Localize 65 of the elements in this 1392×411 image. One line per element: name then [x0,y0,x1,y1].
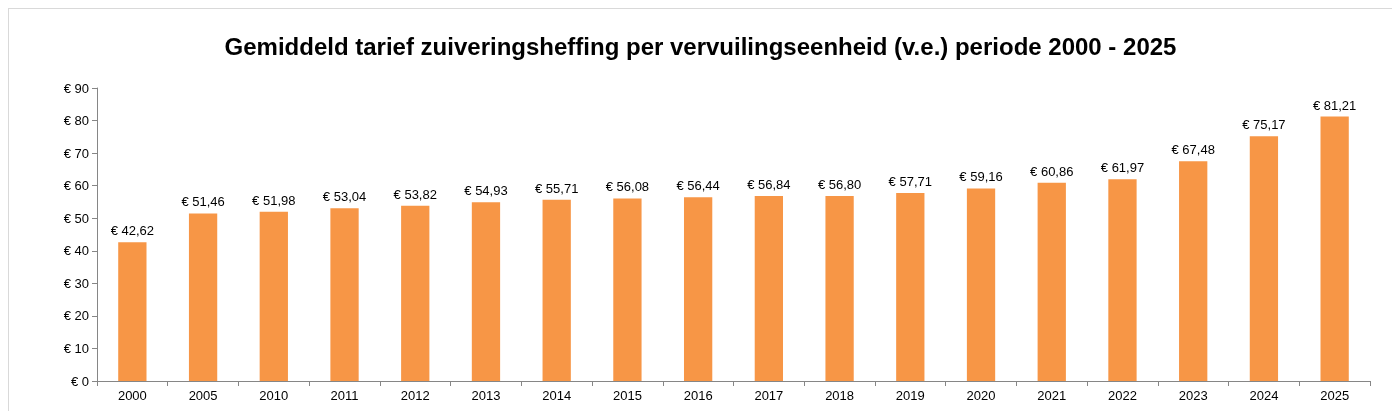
chart-title: Gemiddeld tarief zuiveringsheffing per vervuilingseenheid (v.e.) periode 2000 - 2025 [224,32,1177,60]
x-tick-label: 2013 [471,388,501,403]
bar [471,202,501,381]
y-tick-label: € 90 [63,80,89,96]
x-tick-label: 2020 [966,388,996,403]
bar [825,196,854,381]
data-label: € 75,17 [1242,117,1286,133]
data-label: € 81,21 [1312,97,1357,113]
x-tick-label: 2016 [683,388,713,403]
bar [683,197,713,381]
data-label: € 54,93 [464,183,508,199]
data-label: € 60,86 [1030,163,1074,179]
bar [1179,161,1208,381]
bar [401,205,430,381]
x-tick-label: 2025 [1320,388,1350,403]
bar [188,213,218,381]
x-tick-label: 2017 [754,388,784,403]
data-label: € 67,48 [1171,142,1215,158]
data-label: € 51,46 [181,194,225,210]
x-tick-label: 2018 [825,388,855,403]
bar [754,195,784,381]
data-label: € 53,04 [322,189,367,205]
x-tick-label: 2015 [612,388,642,403]
bar [1249,136,1279,381]
bar [118,242,147,381]
x-tick-label: 2000 [117,388,147,403]
data-label: € 59,16 [959,169,1003,185]
x-tick-label: 2010 [259,388,289,403]
data-label: € 56,80 [817,177,862,193]
bar [1108,179,1137,381]
bar [966,188,996,381]
y-tick-label: € 70 [63,145,89,161]
bar [1037,182,1066,381]
x-tick-label: 2014 [542,388,572,403]
y-tick-label: € 60 [63,178,89,194]
bar [613,198,642,381]
x-tick-label: 2024 [1249,388,1279,403]
data-label: € 51,98 [252,192,296,208]
data-label: € 53,82 [393,186,437,202]
y-tick-label: € 10 [63,340,89,356]
x-tick-label: 2011 [330,388,359,403]
data-label: € 55,71 [535,180,579,196]
data-label: € 56,44 [676,178,720,194]
y-tick-label: € 0 [70,373,89,389]
bar [1320,116,1349,381]
x-tick-label: 2022 [1108,388,1137,403]
bar [259,211,288,381]
y-tick-label: € 30 [63,275,89,291]
x-tick-label: 2023 [1178,388,1208,403]
bar [542,199,571,381]
y-tick-label: € 40 [63,243,89,259]
bar [330,208,359,381]
data-label: € 56,84 [747,176,791,192]
y-tick-label: € 20 [63,308,89,324]
x-tick-label: 2021 [1037,388,1067,403]
x-tick-label: 2019 [895,388,925,403]
data-label: € 57,71 [888,174,932,190]
data-label: € 56,08 [605,179,650,195]
x-tick-label: 2012 [400,388,430,403]
data-label: € 42,62 [110,223,155,239]
y-tick-label: € 50 [63,210,89,226]
x-tick-label: 2005 [188,388,218,403]
y-tick-label: € 80 [63,113,89,129]
bar [896,193,925,381]
data-label: € 61,97 [1100,160,1145,176]
